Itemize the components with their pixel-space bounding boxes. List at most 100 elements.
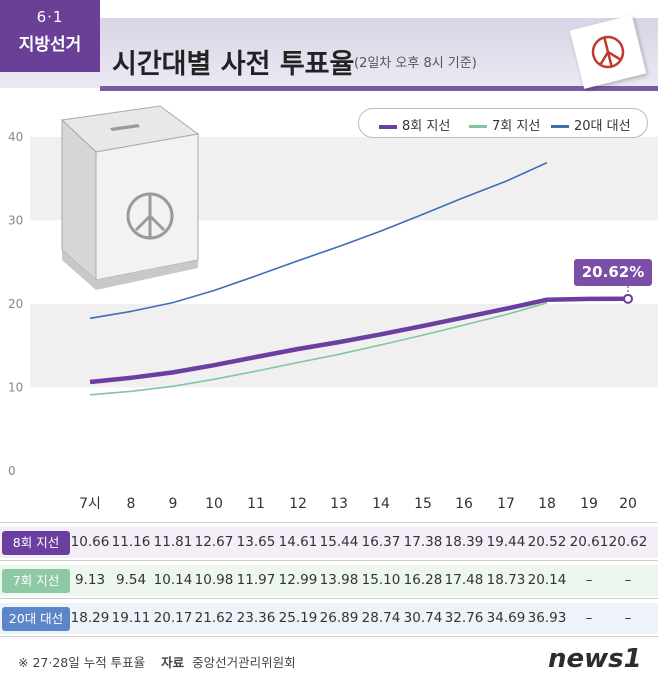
final-value-callout: 20.62% xyxy=(574,259,652,286)
table-cell: 36.93 xyxy=(527,610,567,626)
news1-logo: news1 xyxy=(548,644,648,674)
series-line xyxy=(89,296,629,385)
table-cell: 20.14 xyxy=(527,572,567,588)
table-row: 20대 대선 18.29 19.11 20.17 21.62 23.36 25.19 26.8… xyxy=(0,603,658,634)
footer-note: ※ 27·28일 누적 투표율 자료 중앙선거관리위원회 xyxy=(18,652,296,671)
header-underline xyxy=(100,86,658,91)
y-tick-label: 30 xyxy=(8,214,23,228)
column-header: 19 xyxy=(580,496,598,512)
table-cell: 16.37 xyxy=(361,534,401,550)
table-cell: 12.99 xyxy=(278,572,318,588)
table-cell: 19.11 xyxy=(111,610,151,626)
table-separator xyxy=(0,636,658,637)
table-cell: 10.66 xyxy=(70,534,110,550)
table-cell: 11.16 xyxy=(111,534,151,550)
table-row: 7회 지선 9.13 9.54 10.14 10.98 11.97 12.99 13.98 15… xyxy=(0,565,658,596)
table-cell: 23.36 xyxy=(236,610,276,626)
table-cell: 20.17 xyxy=(153,610,193,626)
table-cell: 20.52 xyxy=(527,534,567,550)
column-header: 15 xyxy=(414,496,432,512)
table-cell: 25.19 xyxy=(278,610,318,626)
table-cell: 15.10 xyxy=(361,572,401,588)
table-cell: 19.44 xyxy=(486,534,526,550)
header-band xyxy=(0,18,658,88)
y-tick-label: 40 xyxy=(8,130,23,144)
y-tick-label: 20 xyxy=(8,297,23,311)
table-cell: 18.39 xyxy=(444,534,484,550)
row-label: 7회 지선 xyxy=(2,569,70,593)
chart-legend: 8회 지선 7회 지선 20대 대선 xyxy=(358,108,648,138)
chart-subtitle: (2일차 오후 8시 기준) xyxy=(354,56,477,71)
series-line xyxy=(89,302,548,396)
table-cell: 10.98 xyxy=(194,572,234,588)
election-badge: 6·1 지방선거 xyxy=(0,0,100,72)
badge-date: 6·1 xyxy=(36,8,64,26)
legend-label: 20대 대선 xyxy=(574,119,631,134)
table-cell: 26.89 xyxy=(319,610,359,626)
column-header: 14 xyxy=(372,496,390,512)
series-line xyxy=(89,161,548,320)
legend-label: 7회 지선 xyxy=(492,119,541,134)
legend-label: 8회 지선 xyxy=(402,119,451,134)
ballot-icon xyxy=(569,15,647,89)
table-cell: 18.73 xyxy=(486,572,526,588)
y-tick-label: 10 xyxy=(8,381,23,395)
table-cell: 9.54 xyxy=(115,572,147,588)
table-cell: 14.61 xyxy=(278,534,318,550)
table-cell: 17.38 xyxy=(403,534,443,550)
column-header: 12 xyxy=(289,496,307,512)
table-cell: 28.74 xyxy=(361,610,401,626)
column-header: 13 xyxy=(330,496,348,512)
legend-item: 20대 대선 xyxy=(551,115,631,134)
logo-text: news1 xyxy=(548,644,642,674)
table-separator xyxy=(0,560,658,561)
legend-swatch xyxy=(469,125,487,128)
table-cell: – xyxy=(624,572,632,588)
row-label: 8회 지선 xyxy=(2,531,70,555)
chart-title: 시간대별 사전 투표율 xyxy=(112,49,355,80)
line-chart: 0 10 20 30 40 xyxy=(8,105,658,478)
table-cell: 20.62 xyxy=(608,534,648,550)
table-cell: 10.14 xyxy=(153,572,193,588)
column-header: 9 xyxy=(168,496,178,512)
ballot-box-icon xyxy=(60,105,200,290)
table-cell: 15.44 xyxy=(319,534,359,550)
column-header: 11 xyxy=(247,496,265,512)
legend-item: 7회 지선 xyxy=(469,115,540,134)
footnote: ※ 27·28일 누적 투표율 xyxy=(18,655,146,670)
column-header: 7시 xyxy=(79,496,101,512)
table-row: 8회 지선 10.66 11.16 11.81 12.67 13.65 14.61 15.44… xyxy=(0,527,658,558)
legend-swatch xyxy=(551,125,569,128)
table-cell: 18.29 xyxy=(70,610,110,626)
legend-item: 8회 지선 xyxy=(379,115,450,134)
badge-label: 지방선거 xyxy=(18,35,82,55)
table-cell: 12.67 xyxy=(194,534,234,550)
table-separator xyxy=(0,598,658,599)
table-cell: 16.28 xyxy=(403,572,443,588)
table-cell: 21.62 xyxy=(194,610,234,626)
table-cell: 13.65 xyxy=(236,534,276,550)
table-cell: 9.13 xyxy=(74,572,106,588)
column-header: 20 xyxy=(619,496,637,512)
table-cell: 30.74 xyxy=(403,610,443,626)
grid-band xyxy=(30,304,658,388)
column-header: 10 xyxy=(205,496,223,512)
row-label: 20대 대선 xyxy=(2,607,70,631)
table-cell: 17.48 xyxy=(444,572,484,588)
table-cell: 32.76 xyxy=(444,610,484,626)
table-cell: – xyxy=(585,610,593,626)
table-cell: 34.69 xyxy=(486,610,526,626)
table-cell: 11.81 xyxy=(153,534,193,550)
y-tick-label: 0 xyxy=(8,464,16,478)
table-cell: 13.98 xyxy=(319,572,359,588)
legend-swatch xyxy=(379,124,397,129)
column-header: 16 xyxy=(455,496,473,512)
table-cell: – xyxy=(624,610,632,626)
source-text: 중앙선거관리위원회 xyxy=(192,655,296,670)
source-label: 자료 xyxy=(161,655,185,670)
table-cell: 20.61 xyxy=(569,534,609,550)
table-cell: – xyxy=(585,572,593,588)
table-cell: 11.97 xyxy=(236,572,276,588)
table-separator xyxy=(0,522,658,523)
column-header: 17 xyxy=(497,496,515,512)
